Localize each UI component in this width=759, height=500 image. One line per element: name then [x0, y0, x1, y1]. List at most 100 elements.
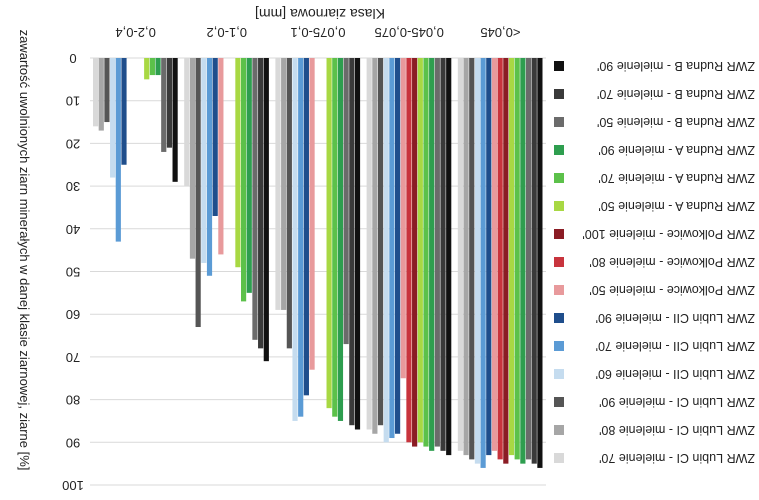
legend-item: ZWR Rudna A - mielenie 70' — [552, 170, 757, 186]
legend-swatch — [554, 425, 564, 435]
legend-label: ZWR Rudna A - mielenie 50' — [598, 199, 755, 213]
bar — [463, 58, 469, 456]
y-tick-label: 60 — [66, 307, 80, 322]
bar — [525, 58, 532, 460]
legend-swatch — [554, 341, 564, 351]
bar — [161, 58, 167, 152]
legend-item: ZWR Lubin CII - mielenie 60' — [552, 366, 757, 382]
bar — [423, 58, 429, 447]
bar — [98, 58, 104, 131]
bar — [349, 58, 355, 426]
bar — [303, 58, 309, 396]
bar — [286, 58, 292, 349]
legend-label: ZWR Rudna B - mielenie 90' — [596, 59, 755, 73]
bar — [110, 58, 116, 178]
bar — [395, 58, 401, 434]
bar — [206, 58, 213, 276]
category-label: <0,045 — [480, 25, 520, 40]
legend-label: ZWR Lubin CII - mielenie 70' — [595, 339, 755, 353]
bar — [246, 58, 252, 293]
bar-series — [93, 58, 543, 468]
legend-swatch — [554, 285, 564, 295]
bar — [332, 58, 338, 417]
legend-label: ZWR Lubin CI - mielenie 80' — [599, 423, 755, 437]
bar — [457, 58, 463, 451]
bar — [218, 58, 224, 255]
legend-label: ZWR Lubin CII - mielenie 90' — [595, 311, 755, 325]
legend-swatch — [554, 229, 564, 239]
bar — [514, 58, 520, 460]
bar — [354, 58, 361, 430]
legend-item: ZWR Polkowice - mielenie 100' — [552, 226, 757, 242]
y-tick-label: 20 — [66, 136, 80, 151]
legend: ZWR Rudna B - mielenie 90' ZWR Rudna B - … — [552, 52, 757, 477]
bar — [292, 58, 298, 421]
bar — [366, 58, 372, 430]
legend-item: ZWR Rudna A - mielenie 90' — [552, 142, 757, 158]
legend-label: ZWR Lubin CI - mielenie 90' — [599, 395, 755, 409]
bar — [383, 58, 389, 443]
y-tick-label: 90 — [66, 435, 80, 450]
bar — [531, 58, 537, 464]
bar — [275, 58, 281, 310]
legend-label: ZWR Lubin CII - mielenie 60' — [595, 367, 755, 381]
bar — [508, 58, 515, 456]
legend-item: ZWR Lubin CI - mielenie 90' — [552, 394, 757, 410]
legend-label: ZWR Lubin CI - mielenie 70' — [599, 451, 755, 465]
bar — [155, 58, 161, 76]
legend-swatch — [554, 397, 564, 407]
bar — [184, 58, 190, 187]
legend-swatch — [554, 61, 564, 71]
bar — [189, 58, 196, 259]
bar — [491, 58, 498, 451]
bar — [263, 58, 269, 362]
legend-swatch — [554, 89, 564, 99]
bar — [241, 58, 247, 302]
bar — [520, 58, 526, 464]
legend-item: ZWR Lubin CII - mielenie 70' — [552, 338, 757, 354]
category-label: 0,2-0,4 — [115, 25, 155, 40]
legend-item: ZWR Rudna B - mielenie 70' — [552, 86, 757, 102]
y-axis-label: zawartość uwolnionych ziarn minerałych w… — [17, 30, 32, 471]
bar — [440, 58, 446, 451]
bar — [104, 58, 110, 123]
bar — [429, 58, 435, 451]
legend-swatch — [554, 145, 564, 155]
bar — [115, 58, 121, 242]
bar — [474, 58, 481, 464]
legend-label: ZWR Polkowice - mielenie 80' — [589, 255, 755, 269]
legend-label: ZWR Polkowice - mielenie 50' — [589, 283, 755, 297]
bar — [537, 58, 543, 468]
bar — [281, 58, 287, 310]
legend-label: ZWR Rudna A - mielenie 70' — [598, 171, 755, 185]
category-label: 0,1-0,2 — [207, 25, 247, 40]
category-label: 0,045-0,075 — [374, 25, 443, 40]
legend-item: ZWR Lubin CII - mielenie 90' — [552, 310, 757, 326]
legend-swatch — [554, 257, 564, 267]
bar — [337, 58, 344, 421]
y-axis-ticks: 0 10 20 30 40 50 60 70 80 90 100 — [62, 51, 84, 493]
bar — [480, 58, 486, 468]
legend-item: ZWR Polkowice - mielenie 80' — [552, 254, 757, 270]
y-tick-label: 50 — [66, 265, 80, 280]
legend-item: ZWR Lubin CI - mielenie 70' — [552, 450, 757, 466]
y-tick-label: 80 — [66, 393, 80, 408]
legend-swatch — [554, 369, 564, 379]
chart-title: Klasa ziarnowa [mm] — [255, 6, 385, 22]
x-axis-categories: 0,2-0,4 0,1-0,2 0,075-0,1 0,045-0,075 <0,045 — [115, 25, 520, 40]
legend-label: ZWR Rudna B - mielenie 70' — [596, 87, 755, 101]
legend-swatch — [554, 453, 564, 463]
legend-swatch — [554, 313, 564, 323]
legend-swatch — [554, 201, 564, 211]
bar — [389, 58, 395, 439]
bar — [212, 58, 218, 216]
bar — [377, 58, 384, 426]
bar — [195, 58, 201, 328]
y-tick-label: 40 — [66, 222, 80, 237]
bar — [486, 58, 492, 456]
legend-swatch — [554, 173, 564, 183]
legend-swatch — [554, 117, 564, 127]
bar — [497, 58, 503, 460]
bar — [326, 58, 332, 409]
